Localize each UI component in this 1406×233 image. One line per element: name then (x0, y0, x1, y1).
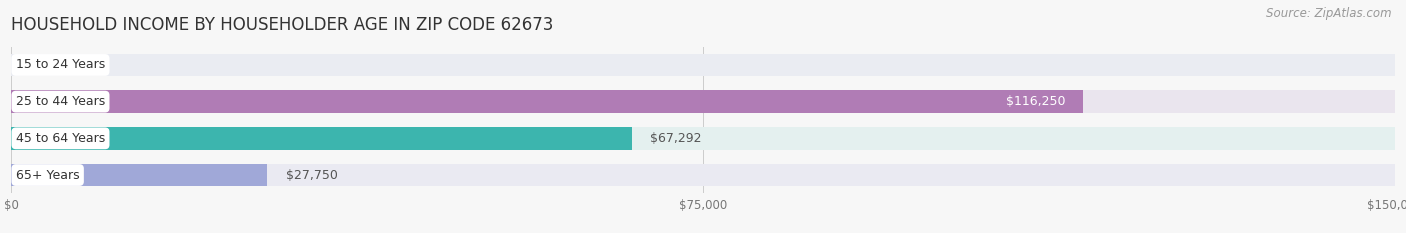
Bar (11, 127, 1395, 150)
Text: $67,292: $67,292 (651, 132, 702, 145)
Bar (11, 127, 631, 150)
Text: 65+ Years: 65+ Years (15, 168, 80, 182)
Text: HOUSEHOLD INCOME BY HOUSEHOLDER AGE IN ZIP CODE 62673: HOUSEHOLD INCOME BY HOUSEHOLDER AGE IN Z… (11, 16, 554, 34)
Text: $0: $0 (44, 58, 59, 72)
Bar (11, 54, 1395, 76)
Bar (11, 90, 1395, 113)
Text: Source: ZipAtlas.com: Source: ZipAtlas.com (1267, 7, 1392, 20)
Text: 25 to 44 Years: 25 to 44 Years (15, 95, 105, 108)
Bar (11, 164, 267, 186)
Bar (11, 164, 1395, 186)
Text: 45 to 64 Years: 45 to 64 Years (15, 132, 105, 145)
Text: $27,750: $27,750 (285, 168, 337, 182)
Bar (11, 90, 1084, 113)
Text: $116,250: $116,250 (1005, 95, 1064, 108)
Text: 15 to 24 Years: 15 to 24 Years (15, 58, 105, 72)
